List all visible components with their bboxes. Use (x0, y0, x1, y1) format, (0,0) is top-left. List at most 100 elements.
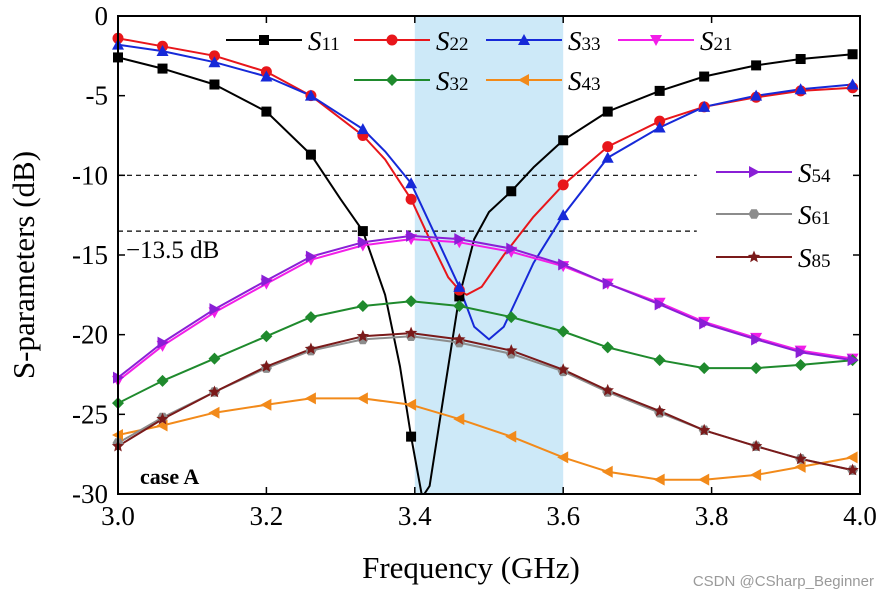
legend-label-s11: S11 (308, 26, 340, 56)
data-point-s33-9 (557, 209, 570, 221)
data-point-s54-8 (506, 242, 518, 255)
data-point-s32-12 (698, 362, 711, 375)
data-point-s32-2 (208, 352, 221, 365)
data-point-s11-3 (261, 106, 272, 117)
data-point-s33-5 (356, 123, 369, 135)
legend-symbol-s54: S (798, 158, 812, 188)
legend-symbol-s22: S (436, 26, 450, 56)
data-point-s43-2 (208, 406, 220, 419)
y-tick-label-1: -5 (86, 81, 109, 111)
x-tick-label-5: 4.0 (843, 501, 877, 531)
data-point-s32-4 (304, 311, 317, 324)
data-point-s11-11 (654, 85, 665, 96)
data-point-s43-6 (405, 398, 417, 411)
y-tick-label-5: -25 (72, 399, 108, 429)
data-point-s85-15 (846, 463, 859, 476)
data-point-s85-2 (208, 385, 221, 398)
x-tick-label-1: 3.2 (250, 501, 284, 531)
data-point-s32-6 (405, 295, 418, 308)
data-point-s43-14 (794, 460, 806, 473)
legend-symbol-s21: S (700, 26, 714, 56)
data-point-s33-15 (846, 78, 859, 90)
data-point-s54-1 (157, 336, 169, 349)
data-point-s54-11 (654, 298, 666, 311)
data-point-s32-7 (453, 299, 466, 312)
legend-symbol-s43: S (568, 66, 582, 96)
data-point-s33-10 (601, 151, 614, 163)
data-point-s32-3 (260, 330, 273, 343)
x-tick-label-3: 3.6 (546, 501, 580, 531)
data-point-s11-5 (357, 226, 368, 237)
watermark-text: CSDN @CSharp_Beginner (692, 573, 874, 590)
legend-subscript-s33: 33 (582, 34, 601, 55)
data-point-s85-11 (653, 404, 666, 417)
data-point-s54-10 (602, 277, 614, 290)
data-point-s22-9 (557, 179, 569, 191)
legend-label-s32: S32 (436, 66, 469, 96)
data-point-s11-8 (506, 186, 517, 197)
legend-marker-s61 (748, 209, 760, 219)
data-point-s85-6 (404, 326, 418, 339)
data-point-s11-12 (699, 71, 710, 82)
series-line-s43 (118, 397, 853, 481)
data-point-s54-15 (847, 354, 859, 367)
legend-subscript-s21: 21 (714, 34, 733, 55)
legend-marker-s85 (747, 250, 761, 263)
x-tick-label-4: 3.8 (695, 501, 729, 531)
data-point-s85-14 (794, 452, 807, 465)
data-point-s33-6 (405, 177, 418, 189)
data-point-s54-4 (305, 250, 317, 263)
legend-marker-s43 (518, 74, 529, 86)
data-point-s43-3 (260, 398, 272, 411)
legend-label-s22: S22 (436, 26, 469, 56)
data-point-s43-9 (557, 451, 569, 464)
series-line-s54 (118, 234, 853, 379)
legend-label-s54: S54 (798, 158, 831, 188)
data-point-s85-4 (304, 342, 318, 355)
data-point-s11-10 (602, 106, 613, 117)
legend-subscript-s11: 11 (322, 34, 340, 55)
data-point-s33-3 (260, 70, 273, 82)
y-tick-label-0: 0 (95, 1, 109, 31)
data-point-s33-14 (794, 83, 807, 95)
series-line-s33 (118, 43, 853, 341)
y-tick-label-4: -20 (72, 320, 108, 350)
y-tick-label-6: -30 (72, 479, 108, 509)
data-point-s85-7 (453, 332, 466, 345)
data-point-s11-15 (847, 49, 858, 60)
data-point-s85-3 (260, 360, 273, 372)
legend-subscript-s43: 43 (582, 74, 601, 95)
data-point-s85-1 (156, 412, 169, 425)
data-point-s32-14 (794, 358, 807, 371)
data-point-s33-2 (208, 56, 221, 68)
data-point-s32-13 (750, 362, 763, 375)
data-point-s43-12 (698, 473, 710, 486)
series-line-s21 (118, 238, 853, 382)
series-line-s85 (118, 332, 853, 472)
data-point-s11-1 (157, 63, 168, 74)
data-point-s43-5 (356, 392, 368, 405)
data-point-s85-10 (601, 383, 614, 396)
y-axis-title: S-parameters (dB) (6, 151, 41, 379)
x-axis-title: Frequency (GHz) (362, 550, 580, 585)
data-point-s11-9 (558, 135, 569, 146)
data-point-s32-9 (557, 325, 570, 338)
legend-label-s43: S43 (568, 66, 601, 96)
legend-symbol-s32: S (436, 66, 450, 96)
data-point-s54-12 (699, 317, 711, 330)
data-point-s54-6 (406, 229, 418, 242)
series-line-s32 (118, 300, 853, 405)
legend-marker-s33 (518, 34, 530, 45)
y-tick-label-3: -15 (72, 240, 108, 270)
data-point-s11-13 (751, 60, 762, 71)
data-point-s43-8 (505, 430, 517, 443)
data-point-s32-5 (356, 299, 369, 312)
legend-label-s21: S21 (700, 26, 733, 56)
x-tick-label-2: 3.4 (398, 501, 432, 531)
legend-subscript-s54: 54 (812, 166, 832, 187)
data-point-s54-13 (751, 333, 763, 346)
legend-marker-s21 (650, 35, 662, 46)
data-point-s32-1 (156, 374, 169, 387)
data-point-s33-11 (653, 121, 666, 133)
